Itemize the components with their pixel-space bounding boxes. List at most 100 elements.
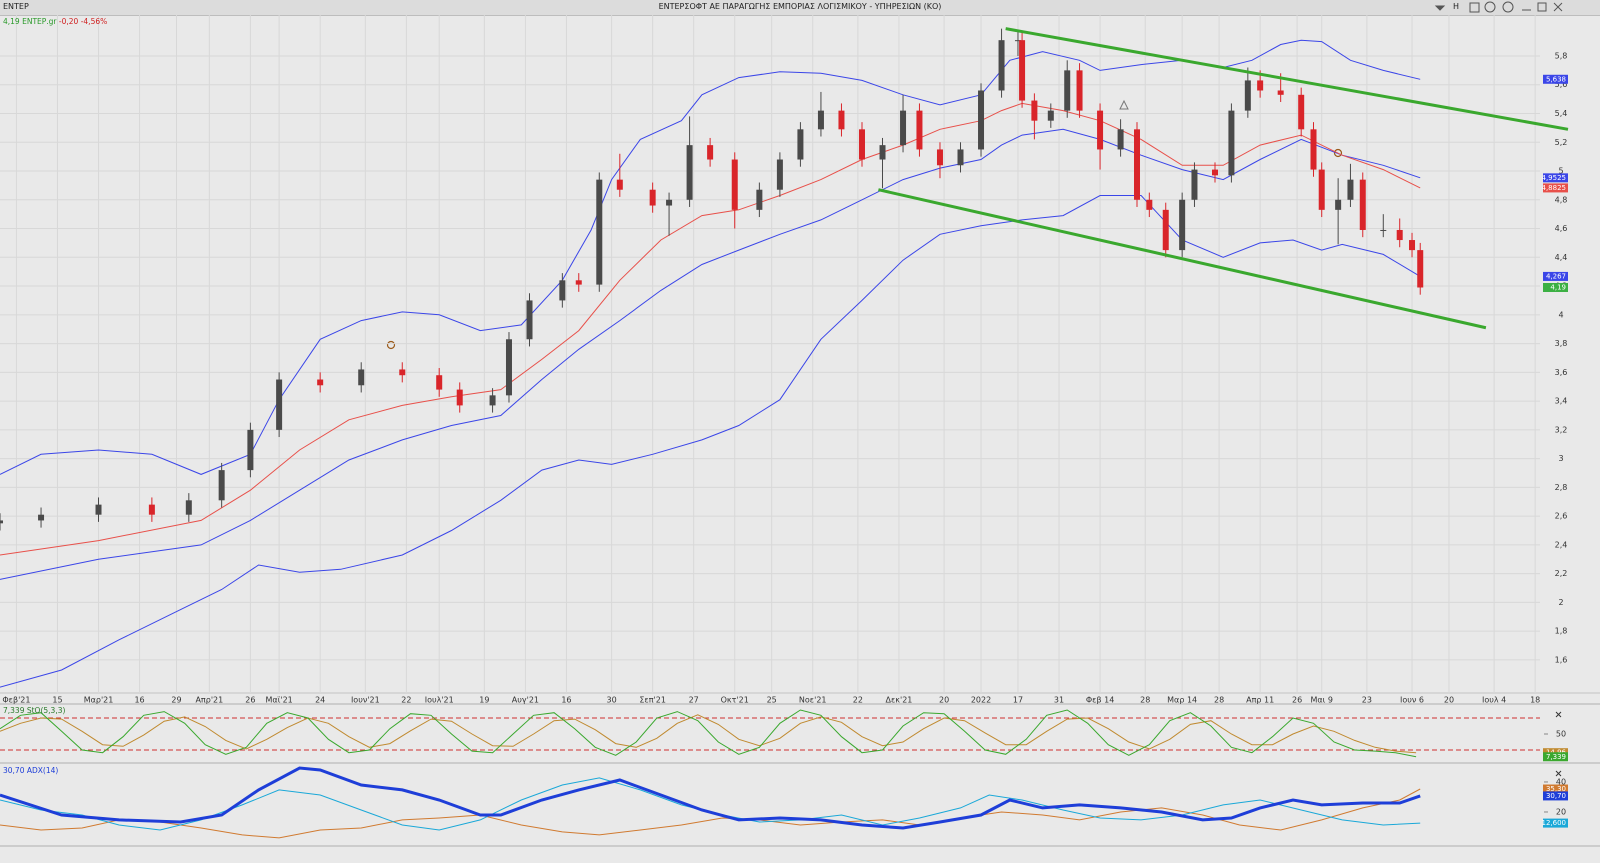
candle-body [1117, 129, 1124, 150]
x-tick-label: Οκτ'21 [721, 696, 749, 705]
y-tick-label: 1,6 [1555, 655, 1568, 664]
candle-body [666, 199, 673, 206]
candle-body [559, 280, 566, 301]
candle-body [526, 300, 533, 340]
candle-body [1335, 199, 1342, 210]
y-tick-label: 2,8 [1555, 483, 1568, 492]
candle-body [707, 145, 714, 160]
candle-body [358, 369, 365, 386]
stoch-title: 7,339 StO(5,3,3) [3, 706, 66, 715]
candle-body [936, 149, 943, 166]
value-flag-label: 4,8825 [1542, 184, 1567, 192]
x-tick-label: 27 [689, 696, 699, 705]
candle-body [686, 145, 693, 200]
series-line [0, 195, 1421, 688]
x-tick-label: 30 [607, 696, 617, 705]
candle-body [1228, 110, 1235, 176]
x-tick-label: 18 [1530, 696, 1540, 705]
close-panel[interactable] [1555, 711, 1562, 777]
value-flag [1543, 784, 1568, 794]
x-tick-label: Ιουλ 4 [1482, 696, 1506, 705]
series-line [0, 709, 1417, 758]
y-tick-label: 5,8 [1555, 51, 1568, 60]
candle-body [1076, 70, 1083, 111]
candle-body [1211, 169, 1218, 176]
y-tick-label: 3,8 [1555, 339, 1568, 348]
candle-body [1417, 250, 1424, 288]
symbol-tab[interactable]: ΕΝΤΕΡ [3, 2, 29, 11]
candle-body [1179, 199, 1186, 251]
window-controls[interactable] [1434, 1, 1563, 13]
candle-body [817, 110, 824, 130]
candle-body [1347, 179, 1354, 200]
x-tick-label: Φεβ 14 [1086, 696, 1114, 705]
x-tick-label: Αυγ'21 [512, 696, 539, 705]
trend-line [878, 188, 1487, 330]
y-tick-label: 4,8 [1555, 195, 1568, 204]
candle-body [1019, 40, 1026, 101]
candle-body [858, 129, 865, 160]
y-tick-label: 3,4 [1555, 397, 1568, 406]
candle-body [1031, 100, 1038, 121]
y-tick-label: 3,6 [1555, 368, 1568, 377]
candle-body [456, 389, 463, 406]
x-tick-label: 28 [1214, 696, 1224, 705]
event-marker[interactable] [386, 340, 396, 350]
candle-body [1318, 169, 1325, 210]
legend-symbol: ΕΝΤΕΡ.gr [22, 17, 57, 26]
x-tick-label: Μαϊ'21 [265, 696, 292, 705]
candle-body [1257, 80, 1264, 91]
y-tick-label: 2,6 [1555, 512, 1568, 521]
candle-body [1244, 80, 1251, 111]
candle-body [247, 429, 254, 471]
h-button[interactable]: H [1453, 2, 1460, 11]
x-tick-label: 24 [315, 696, 325, 705]
candle-body [879, 145, 886, 160]
x-tick-label: 22 [853, 696, 863, 705]
y-tick-label: 2,2 [1555, 569, 1568, 578]
candle-body [38, 514, 45, 521]
x-tick-label: Μαρ'21 [84, 696, 114, 705]
x-tick-label: Ιουν'21 [351, 696, 380, 705]
event-marker[interactable] [1333, 148, 1343, 158]
candle-body [616, 179, 623, 190]
candle-body [185, 500, 192, 515]
y-tick-label: 5 [1558, 167, 1563, 176]
candle-body [0, 520, 3, 524]
value-flag-label: 35,30 [1546, 785, 1566, 793]
candle-body [838, 110, 845, 130]
y-tick-label: 5,4 [1555, 109, 1568, 118]
value-flag [1543, 183, 1568, 193]
candle-body [95, 504, 102, 515]
x-tick-label: Απρ'21 [195, 696, 223, 705]
candle-body [1162, 209, 1169, 251]
x-tick-label: Μαρ 14 [1167, 696, 1197, 705]
value-flag-label: 4,19 [1550, 283, 1566, 291]
window-title: ΕΝΤΕΡΣΟΦΤ ΑΕ ΠΑΡΑΓΩΓΗΣ ΕΜΠΟΡΙΑΣ ΛΟΓΙΣΜΙΚ… [658, 2, 942, 11]
value-flag-label: 12,600 [1542, 819, 1567, 827]
y-tick-label: 5,2 [1555, 138, 1568, 147]
y-tick-label: 1,8 [1555, 627, 1568, 636]
y-tick-label: 2 [1558, 598, 1563, 607]
candle-body [148, 504, 155, 515]
candle-body [731, 159, 738, 210]
candle-body [596, 179, 603, 285]
candle-body [489, 395, 496, 406]
value-flag [1543, 173, 1568, 183]
candle-body [1146, 199, 1153, 210]
value-flag-label: 4,9525 [1542, 174, 1567, 182]
candle-body [1191, 169, 1198, 200]
candle-body [797, 129, 804, 160]
candle-body [317, 379, 324, 386]
y-tick-label: 4,4 [1555, 253, 1568, 262]
candle-body [1396, 229, 1403, 241]
series-line [0, 128, 1421, 580]
x-tick-label: 31 [1054, 696, 1064, 705]
x-tick-label: 15 [52, 696, 62, 705]
event-marker[interactable] [1119, 99, 1129, 110]
legend-price: 4,19 [3, 17, 20, 26]
candle-body [1380, 229, 1387, 231]
candle-body [756, 189, 763, 210]
series-line [0, 788, 1421, 839]
